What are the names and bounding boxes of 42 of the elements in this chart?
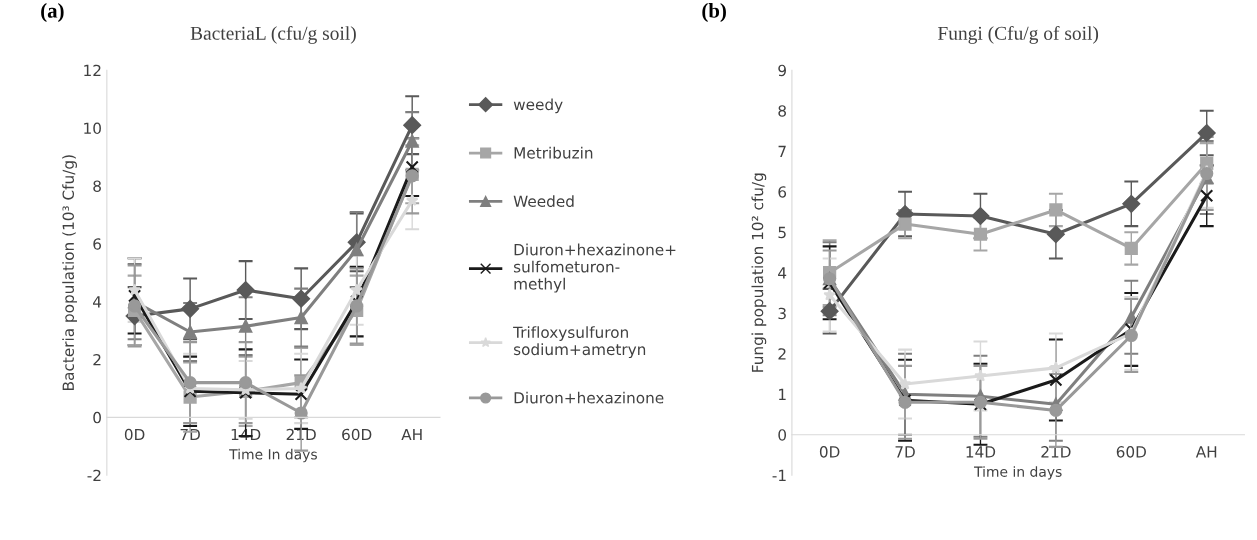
y-tick-label: 4 [778, 267, 787, 279]
y-tick-label: 0 [778, 429, 787, 441]
x-tick-label: 14D [966, 446, 996, 458]
y-tick-label: 0 [93, 411, 101, 424]
chart-title: BacteriaL (cfu/g soil) [190, 25, 356, 44]
y-tick-label: 1 [779, 388, 786, 400]
y-tick-label: 9 [778, 64, 786, 77]
y-tick-label: 3 [778, 307, 786, 320]
y-tick-label: 5 [778, 226, 786, 239]
x-tick-label: 60D [342, 428, 372, 441]
x-tick-label: AH [401, 428, 422, 441]
y-tick-label: 10 [84, 122, 101, 135]
y-axis-title: Fungi population 10² cfu/g [751, 173, 767, 372]
x-axis-title: Time In days [229, 448, 317, 463]
x-tick-label: AH [1195, 446, 1217, 458]
y-tick-label: 2 [778, 348, 786, 360]
legend-label: Diuron+hexazinone [514, 391, 664, 404]
legend-label: Weeded [513, 195, 574, 208]
y-tick-label: -1 [772, 469, 786, 481]
y-tick-label: 6 [778, 186, 787, 198]
y-tick-label: 4 [93, 296, 102, 308]
chart-title: Fungi (Cfu/g of soil) [937, 25, 1099, 44]
x-tick-label: 7D [180, 428, 200, 441]
legend-label: weedy [513, 98, 563, 114]
x-tick-label: 0D [819, 446, 840, 458]
y-tick-label: 12 [84, 64, 101, 76]
legend-label: Diuron+hexazinone+ sulfometuron- methyl [513, 243, 676, 293]
text: (b) [702, 3, 726, 22]
y-tick-label: -2 [87, 469, 101, 481]
y-axis-title: Bacteria population (10³ Cfu/g) [62, 155, 77, 390]
legend-label: Metribuzin [514, 146, 593, 159]
y-tick-label: 7 [778, 145, 786, 157]
x-tick-label: 7D [895, 446, 915, 458]
x-tick-label: 60D [1116, 446, 1146, 458]
x-axis-title: Time in days [974, 466, 1062, 480]
y-tick-label: 8 [93, 180, 101, 192]
legend-label: Trifloxysulfuron sodium+ametryn [513, 326, 646, 359]
text: (a) [41, 3, 64, 22]
y-tick-label: 2 [93, 353, 101, 366]
x-tick-label: 0D [124, 428, 145, 441]
y-tick-label: 8 [778, 105, 786, 117]
y-tick-label: 6 [93, 238, 102, 250]
